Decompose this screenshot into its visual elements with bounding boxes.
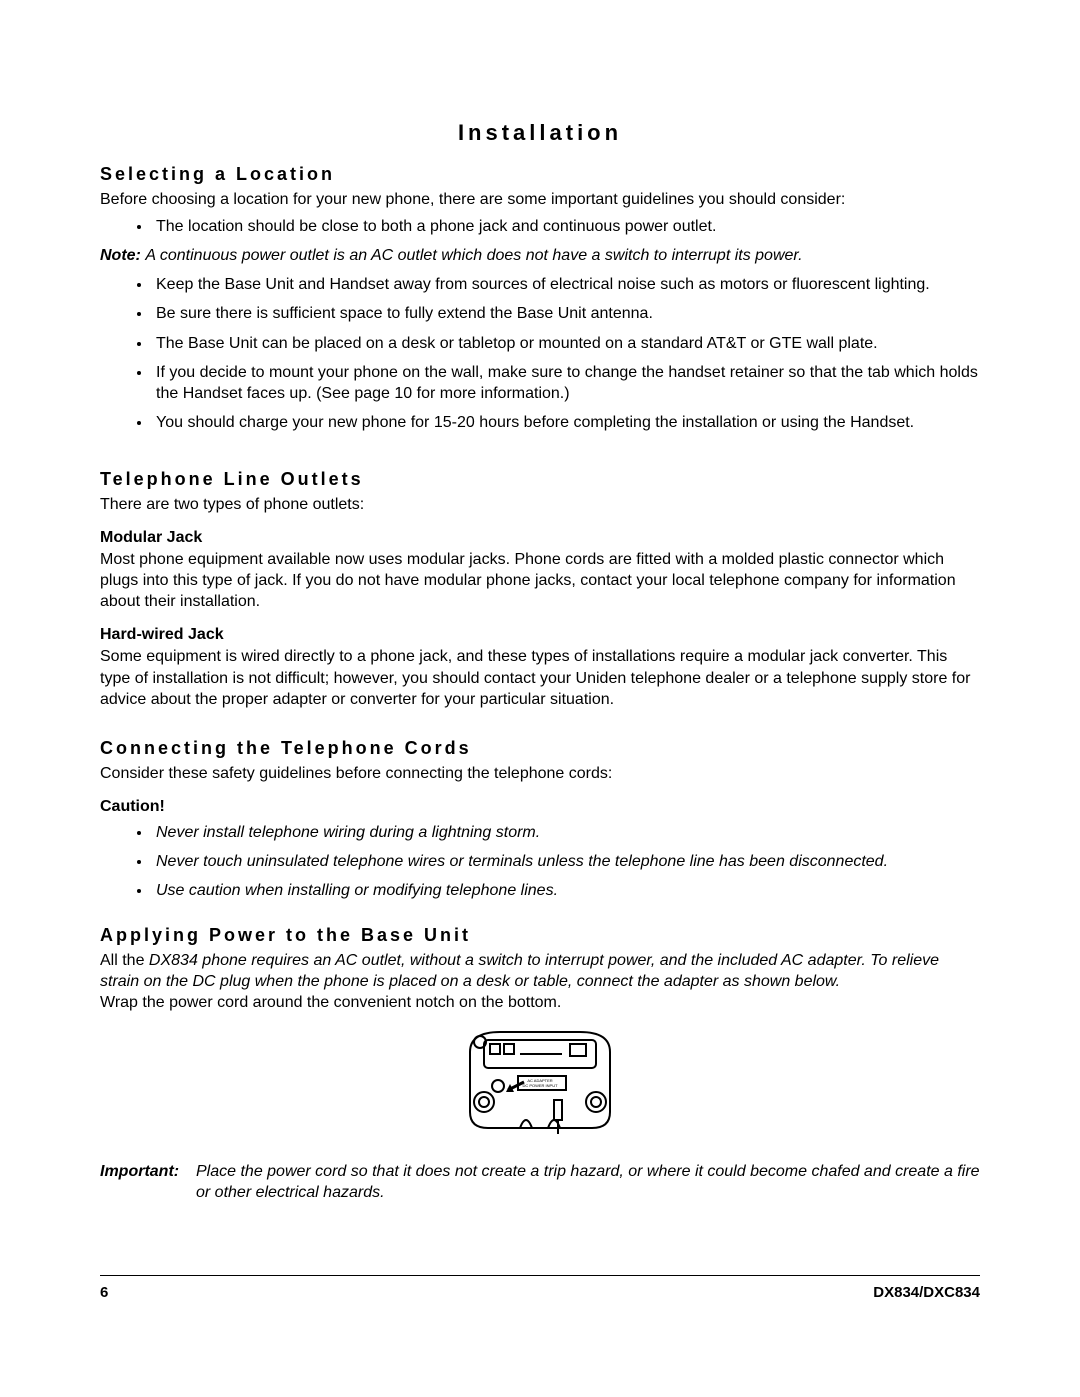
page-footer: 6 DX834/DXC834 xyxy=(100,1275,980,1301)
outlets-intro: There are two types of phone outlets: xyxy=(100,494,980,515)
modular-text: Most phone equipment available now uses … xyxy=(100,549,980,612)
list-item: Never touch uninsulated telephone wires … xyxy=(152,851,980,872)
list-item: The Base Unit can be placed on a desk or… xyxy=(152,333,980,354)
list-item: The location should be close to both a p… xyxy=(152,216,980,237)
note-text: A continuous power outlet is an AC outle… xyxy=(145,247,802,264)
power-para1: All the DX834 phone requires an AC outle… xyxy=(100,950,980,992)
model-number: DX834/DXC834 xyxy=(873,1284,980,1301)
figure-label-2: DC POWER INPUT xyxy=(522,1083,558,1088)
section-title-power: Applying Power to the Base Unit xyxy=(100,925,980,946)
caution-heading: Caution! xyxy=(100,798,980,816)
power-para1-prefix: All the xyxy=(100,952,149,969)
section-title-cords: Connecting the Telephone Cords xyxy=(100,738,980,759)
chapter-title: Installation xyxy=(100,120,980,146)
modular-heading: Modular Jack xyxy=(100,529,980,547)
list-item: Keep the Base Unit and Handset away from… xyxy=(152,274,980,295)
page-number: 6 xyxy=(100,1284,108,1301)
selecting-intro: Before choosing a location for your new … xyxy=(100,189,980,210)
section-title-outlets: Telephone Line Outlets xyxy=(100,469,980,490)
power-para1-italic: DX834 phone requires an AC outlet, witho… xyxy=(100,952,939,990)
important-label: Important: xyxy=(100,1161,196,1203)
base-unit-figure: AC ADAPTER DC POWER INPUT xyxy=(100,1024,980,1139)
list-item: If you decide to mount your phone on the… xyxy=(152,362,980,404)
selecting-note: Note: A continuous power outlet is an AC… xyxy=(100,245,980,266)
base-unit-icon: AC ADAPTER DC POWER INPUT xyxy=(450,1024,630,1134)
list-item: Be sure there is sufficient space to ful… xyxy=(152,303,980,324)
important-text: Place the power cord so that it does not… xyxy=(196,1161,980,1203)
section-title-selecting: Selecting a Location xyxy=(100,164,980,185)
note-label: Note: xyxy=(100,247,141,264)
hardwired-heading: Hard-wired Jack xyxy=(100,626,980,644)
caution-bullets: Never install telephone wiring during a … xyxy=(100,822,980,901)
power-para2: Wrap the power cord around the convenien… xyxy=(100,992,980,1013)
cords-intro: Consider these safety guidelines before … xyxy=(100,763,980,784)
list-item: You should charge your new phone for 15-… xyxy=(152,412,980,433)
important-note: Important: Place the power cord so that … xyxy=(100,1161,980,1203)
list-item: Never install telephone wiring during a … xyxy=(152,822,980,843)
selecting-bullets-b: Keep the Base Unit and Handset away from… xyxy=(100,274,980,433)
selecting-bullets-a: The location should be close to both a p… xyxy=(100,216,980,237)
list-item: Use caution when installing or modifying… xyxy=(152,880,980,901)
manual-page: Installation Selecting a Location Before… xyxy=(0,0,1080,1397)
hardwired-text: Some equipment is wired directly to a ph… xyxy=(100,646,980,709)
